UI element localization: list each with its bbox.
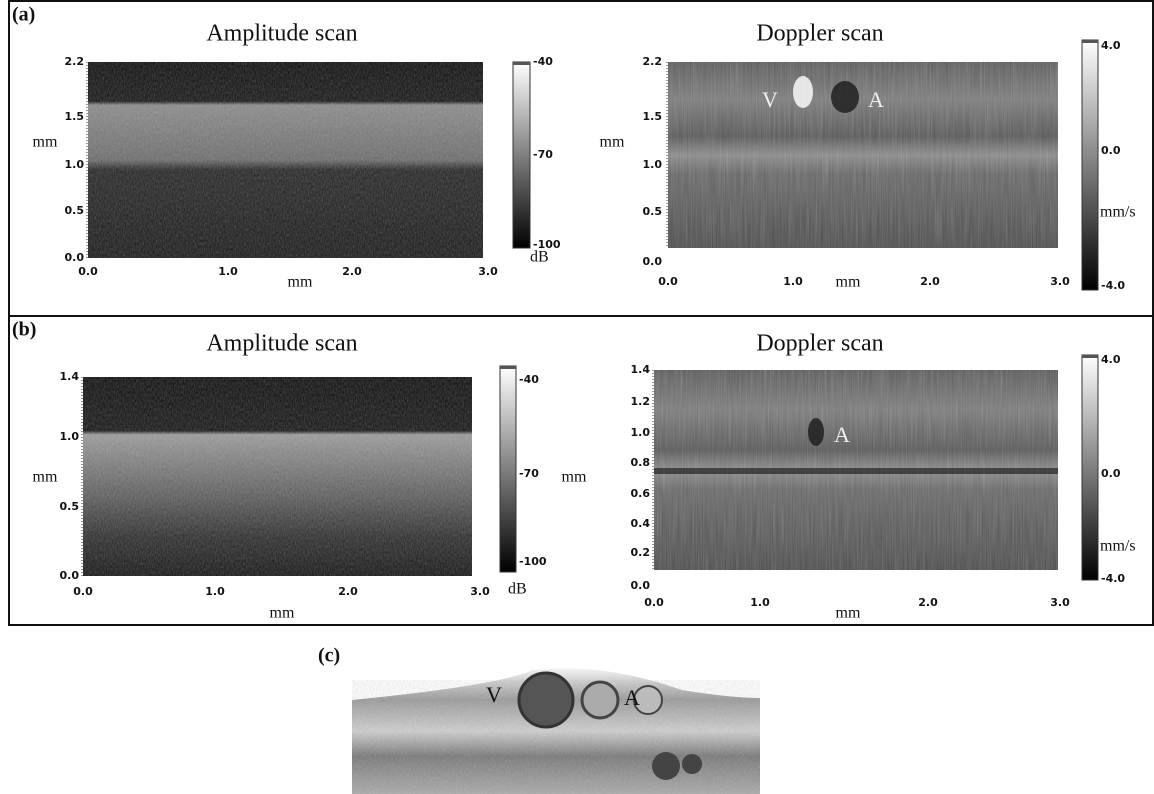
y-tick-label: 2.2 (643, 55, 663, 68)
colorbar-unit: dB (508, 581, 527, 598)
y-tick-label: 1.4 (631, 363, 651, 376)
colorbar (512, 61, 531, 249)
plot-title: Doppler scan (756, 21, 883, 47)
y-tick-label: 0.5 (65, 204, 85, 217)
colorbar-tick-label: 0.0 (1101, 467, 1121, 480)
panel-label: (b) (12, 319, 36, 341)
vessel (580, 680, 620, 720)
x-axis-label: mm (836, 605, 861, 622)
colorbar-tick-label: -40 (533, 55, 553, 68)
colorbar-cap (500, 366, 516, 369)
x-tick-label: 2.0 (342, 265, 362, 278)
vessel (682, 754, 702, 774)
y-tick-label: 0.5 (60, 500, 80, 513)
y-tick-label: 0.0 (60, 569, 80, 582)
annotation: A (834, 422, 850, 447)
y-tick-label: 1.0 (643, 158, 663, 171)
y-tick-label: 1.0 (60, 430, 80, 443)
annotation: A (624, 685, 640, 710)
y-tick-label: 1.5 (65, 110, 85, 123)
scan-texture (83, 377, 472, 576)
colorbar-tick-label: -70 (533, 148, 553, 161)
colorbar-cap (1082, 40, 1098, 43)
x-tick-label: 3.0 (1050, 275, 1070, 288)
colorbar-cap (513, 62, 530, 65)
scan-texture (668, 62, 1058, 248)
y-tick-label: 2.2 (65, 55, 85, 68)
colorbar-cap (1082, 355, 1098, 358)
x-tick-label: 3.0 (1050, 596, 1070, 609)
annotation: V (762, 87, 778, 112)
plot-title: Amplitude scan (206, 21, 357, 47)
x-tick-label: 0.0 (658, 275, 678, 288)
vessel (517, 671, 575, 729)
annotation: A (868, 87, 884, 112)
x-tick-label: 1.0 (750, 596, 770, 609)
y-axis-label: mm (562, 469, 587, 486)
vessel (652, 752, 680, 780)
scan-texture (88, 62, 483, 258)
vessel-flow (793, 76, 813, 108)
x-axis-label: mm (288, 274, 313, 291)
colorbar-tick-label: -100 (533, 238, 561, 251)
x-tick-label: 1.0 (205, 585, 225, 598)
y-tick-label: 0.0 (65, 251, 85, 264)
panel-label: (c) (318, 645, 340, 667)
y-tick-label: 1.4 (60, 370, 80, 383)
colorbar (499, 365, 517, 573)
y-tick-label: 0.2 (631, 546, 651, 559)
panel-label: (a) (12, 4, 35, 26)
colorbar-tick-label: -4.0 (1101, 572, 1125, 585)
y-tick-label: 0.4 (631, 517, 651, 530)
vessel-flow (808, 418, 824, 446)
annotation: V (486, 682, 502, 707)
colorbar-unit: mm/s (1100, 204, 1136, 221)
x-tick-label: 3.0 (470, 585, 490, 598)
x-tick-label: 1.0 (783, 275, 803, 288)
y-tick-label: 1.2 (631, 395, 651, 408)
colorbar-tick-label: -100 (519, 555, 547, 568)
y-tick-label: 1.0 (631, 426, 651, 439)
y-tick-label: 1.5 (643, 110, 663, 123)
y-axis-label: mm (33, 134, 58, 151)
x-tick-label: 2.0 (918, 596, 938, 609)
colorbar-tick-label: 4.0 (1101, 353, 1121, 366)
x-tick-label: 0.0 (73, 585, 93, 598)
x-tick-label: 0.0 (644, 596, 664, 609)
colorbar-tick-label: -40 (519, 373, 539, 386)
colorbar-tick-label: -70 (519, 467, 539, 480)
y-tick-label: 0.0 (631, 579, 651, 592)
colorbar-tick-label: 4.0 (1101, 39, 1121, 52)
colorbar-tick-label: -4.0 (1101, 279, 1125, 292)
images (83, 62, 1058, 794)
x-axis-label: mm (270, 605, 295, 622)
y-tick-label: 0.6 (631, 487, 651, 500)
vessel (633, 685, 663, 715)
y-tick-label: 0.5 (643, 205, 663, 218)
y-tick-label: 1.0 (65, 158, 85, 171)
y-axis-label: mm (600, 134, 625, 151)
y-axis-label: mm (33, 469, 58, 486)
x-tick-label: 1.0 (218, 265, 238, 278)
colorbar-unit: mm/s (1100, 538, 1136, 555)
x-tick-label: 2.0 (920, 275, 940, 288)
vessel-flow (831, 81, 859, 113)
colorbar (1081, 354, 1099, 581)
x-tick-label: 2.0 (338, 585, 358, 598)
plot-title: Amplitude scan (206, 331, 357, 357)
x-tick-label: 3.0 (478, 265, 498, 278)
colorbar-unit: dB (530, 249, 549, 266)
plot-title: Doppler scan (756, 331, 883, 357)
x-axis-label: mm (836, 274, 861, 291)
colorbar-tick-label: 0.0 (1101, 144, 1121, 157)
y-tick-label: 0.8 (631, 456, 651, 469)
x-tick-label: 0.0 (78, 265, 98, 278)
panel-frame (8, 315, 1154, 626)
y-tick-label: 0.0 (643, 255, 663, 268)
colorbar (1081, 39, 1099, 291)
